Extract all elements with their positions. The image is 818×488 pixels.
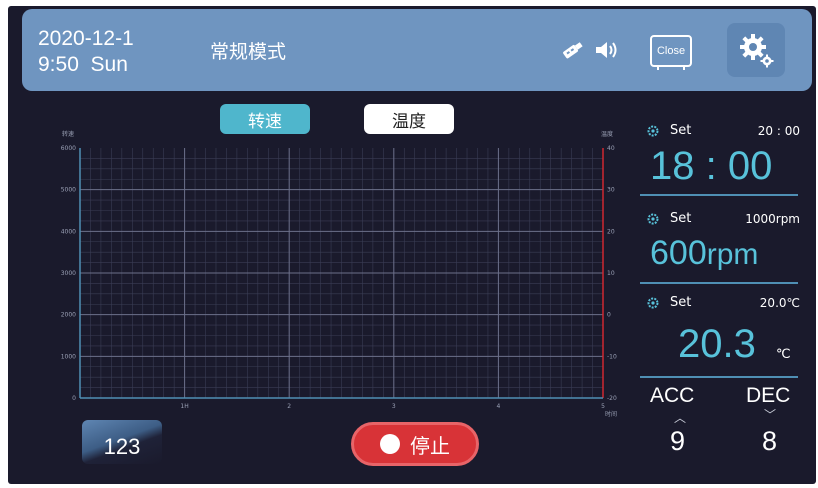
x-axis-unit: 时间	[605, 410, 617, 418]
set-label: Set	[670, 123, 692, 138]
acc-label: ACC	[650, 384, 695, 407]
gear-icon	[647, 297, 659, 309]
settings-button[interactable]	[727, 23, 785, 77]
dec-label: DEC	[746, 384, 791, 407]
target-temperature: 20.0℃	[759, 296, 800, 310]
x-tick-label: 2	[287, 403, 291, 410]
target-speed: 1000rpm	[745, 212, 800, 226]
dec-value[interactable]: 8	[762, 426, 778, 456]
right-axis-title: 温度	[601, 130, 613, 138]
gear-icon	[647, 125, 659, 137]
left-tick-label: 6000	[61, 145, 76, 152]
time-set-row[interactable]: Set 20 : 00	[636, 122, 800, 142]
right-tick-label: 40	[607, 145, 615, 152]
speed-unit: rpm	[706, 238, 759, 271]
divider	[640, 282, 798, 284]
right-tick-label: 10	[607, 270, 615, 277]
clock-time: 9:50	[38, 53, 79, 76]
right-tick-label: 0	[607, 312, 611, 319]
date-time: 2020-12-1 9:50 Sun	[38, 26, 134, 78]
divider	[640, 194, 798, 196]
close-button[interactable]: Close	[650, 35, 692, 70]
divider	[640, 376, 798, 378]
current-temperature: 20.3	[678, 322, 756, 366]
temperature-unit: ℃	[776, 346, 791, 361]
tab-speed[interactable]: 转速	[220, 104, 310, 134]
record-dot-icon	[380, 434, 400, 454]
left-tick-label: 5000	[61, 187, 76, 194]
x-tick-label: 1H	[180, 403, 188, 410]
right-tick-label: -20	[607, 395, 617, 402]
keypad-label: 123	[103, 434, 141, 459]
left-tick-label: 2000	[61, 312, 76, 319]
date: 2020-12-1	[38, 27, 134, 50]
target-time: 20 : 00	[757, 124, 800, 138]
touch-screen: 2020-12-1 9:50 Sun 常规模式 Close	[8, 6, 816, 484]
stop-button[interactable]: 停止	[351, 422, 479, 466]
set-label: Set	[670, 211, 692, 226]
current-time: 18 : 00	[650, 144, 773, 188]
temperature-set-row[interactable]: Set 20.0℃	[636, 294, 800, 314]
set-label: Set	[670, 295, 692, 310]
caret-down-icon: ﹀	[764, 408, 777, 422]
speed-set-row[interactable]: Set 1000rpm	[636, 210, 800, 230]
x-tick-label: 5	[601, 403, 605, 410]
current-speed: 600rpm	[650, 234, 758, 273]
x-tick-label: 4	[496, 403, 500, 410]
gear-icon	[647, 213, 659, 225]
speed-value: 600	[650, 234, 707, 272]
left-tick-label: 3000	[61, 270, 76, 277]
right-tick-label: 20	[607, 228, 615, 235]
right-tick-label: 30	[607, 187, 615, 194]
left-tick-label: 1000	[61, 353, 76, 360]
speaker-icon[interactable]	[592, 39, 622, 61]
gear-icon	[740, 34, 774, 68]
usb-icon	[558, 39, 588, 61]
acc-value[interactable]: 9	[670, 426, 686, 456]
caret-up-icon: ︿	[674, 411, 687, 425]
weekday: Sun	[90, 53, 128, 76]
stop-label: 停止	[410, 433, 450, 458]
speed-temperature-chart: 转速 温度 6000 5000 4000 3000 2000 1000 0 40 30 20 10 0 -1…	[61, 130, 617, 418]
tab-temperature[interactable]: 温度	[364, 104, 454, 134]
right-tick-label: -10	[607, 353, 617, 360]
keypad-button[interactable]: 123	[82, 420, 162, 464]
x-tick-label: 3	[392, 403, 396, 410]
close-label: Close	[656, 45, 686, 57]
left-tick-label: 4000	[61, 228, 76, 235]
status-header: 2020-12-1 9:50 Sun 常规模式 Close	[22, 9, 812, 91]
left-tick-label: 0	[72, 395, 76, 402]
left-axis-title: 转速	[62, 130, 74, 138]
mode-title: 常规模式	[210, 41, 287, 63]
